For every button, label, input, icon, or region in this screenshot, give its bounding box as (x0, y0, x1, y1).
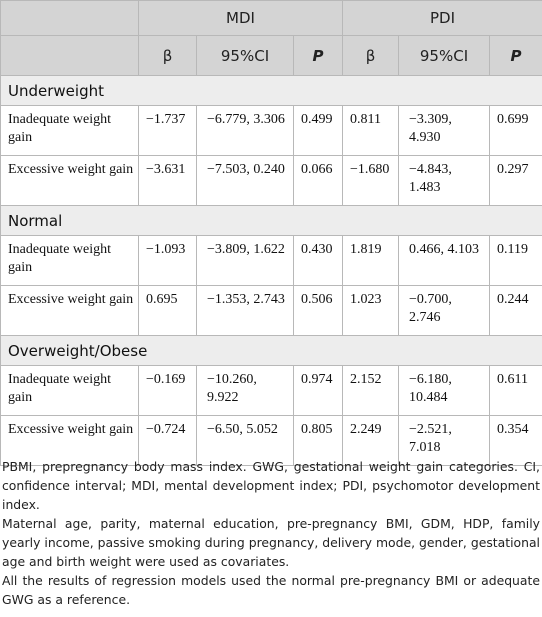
row-label: Inadequate weight gain (0, 105, 139, 156)
col-header-mdi-beta: β (138, 35, 197, 76)
footnote-abbreviations: PBMI, prepregnancy body mass index. GWG,… (2, 459, 540, 512)
row-label: Inadequate weight gain (0, 235, 139, 286)
mdi-ci-cell: −3.809, 1.622 (196, 235, 294, 286)
row-label: Excessive weight gain (0, 285, 139, 336)
mdi-ci-cell: −7.503, 0.240 (196, 155, 294, 206)
pdi-p-cell: 0.354 (489, 415, 542, 466)
footnote-covariates: Maternal age, parity, maternal education… (2, 516, 540, 569)
row-label: Excessive weight gain (0, 415, 139, 466)
mdi-ci-cell: −1.353, 2.743 (196, 285, 294, 336)
pdi-ci-cell: 0.466, 4.103 (398, 235, 491, 286)
section-header-row: Underweight (0, 75, 542, 106)
pdi-beta-cell: −1.680 (342, 155, 400, 206)
pdi-p-cell: 0.699 (489, 105, 542, 156)
mdi-ci-cell: −6.779, 3.306 (196, 105, 294, 156)
regression-table-container: MDI PDI β 95%CI P β 95%CI P Underweight I… (0, 0, 542, 466)
footnote-reference: All the results of regression models use… (2, 573, 540, 607)
row-label: Inadequate weight gain (0, 365, 139, 416)
table-row: Excessive weight gain 0.695 −1.353, 2.743 0… (0, 285, 542, 336)
mdi-p-cell: 0.066 (292, 155, 344, 206)
pdi-beta-cell: 0.811 (342, 105, 400, 156)
mdi-beta-cell: −1.737 (138, 105, 197, 156)
pdi-beta-cell: 2.152 (342, 365, 400, 416)
mdi-beta-cell: −3.631 (138, 155, 197, 206)
section-title: Normal (0, 205, 542, 236)
pdi-p-cell: 0.611 (489, 365, 542, 416)
mdi-beta-cell: −0.724 (138, 415, 197, 466)
group-header-mdi: MDI (137, 0, 344, 36)
pdi-p-cell: 0.297 (489, 155, 542, 206)
mdi-ci-cell: −10.260, 9.922 (196, 365, 294, 416)
group-header-pdi: PDI (342, 0, 542, 36)
section-title: Underweight (0, 75, 542, 106)
mdi-p-cell: 0.506 (292, 285, 344, 336)
pdi-p-cell: 0.119 (489, 235, 542, 286)
section-header-row: Overweight/Obese (0, 335, 542, 366)
pdi-ci-cell: −6.180, 10.484 (398, 365, 491, 416)
pdi-beta-cell: 1.023 (342, 285, 400, 336)
section-header-row: Normal (0, 205, 542, 236)
table-row: Excessive weight gain −0.724 −6.50, 5.052 0… (0, 415, 542, 466)
regression-table: MDI PDI β 95%CI P β 95%CI P Underweight I… (0, 0, 542, 466)
table-body: Underweight Inadequate weight gain −1.737−… (0, 75, 542, 466)
mdi-beta-cell: 0.695 (138, 285, 197, 336)
mdi-p-cell: 0.499 (292, 105, 344, 156)
pdi-beta-cell: 1.819 (342, 235, 400, 286)
table-row: Excessive weight gain −3.631 −7.503, 0.240… (0, 155, 542, 206)
col-header-pdi-beta: β (342, 35, 400, 76)
col-header-mdi-ci: 95%CI (196, 35, 294, 76)
corner-cell (0, 35, 139, 76)
mdi-beta-cell: −1.093 (138, 235, 197, 286)
corner-cell (0, 0, 139, 36)
pdi-ci-cell: −4.843, 1.483 (398, 155, 491, 206)
pdi-p-cell: 0.244 (489, 285, 542, 336)
pdi-ci-cell: −0.700, 2.746 (398, 285, 491, 336)
mdi-p-cell: 0.974 (292, 365, 344, 416)
col-header-mdi-p: P (292, 35, 344, 76)
col-header-pdi-p: P (489, 35, 542, 76)
mdi-p-cell: 0.430 (292, 235, 344, 286)
mdi-beta-cell: −0.169 (138, 365, 197, 416)
table-row: Inadequate weight gain −1.737 −6.779, 3.30… (0, 105, 542, 156)
table-footnotes: PBMI, prepregnancy body mass index. GWG,… (2, 457, 540, 609)
pdi-ci-cell: −3.309, 4.930 (398, 105, 491, 156)
row-label: Excessive weight gain (0, 155, 139, 206)
col-header-pdi-ci: 95%CI (398, 35, 491, 76)
mdi-p-cell: 0.805 (292, 415, 344, 466)
section-title: Overweight/Obese (0, 335, 542, 366)
table-row: Inadequate weight gain −0.169 −10.260, 9.9… (0, 365, 542, 416)
table-row: Inadequate weight gain −1.093 −3.809, 1.62… (0, 235, 542, 286)
